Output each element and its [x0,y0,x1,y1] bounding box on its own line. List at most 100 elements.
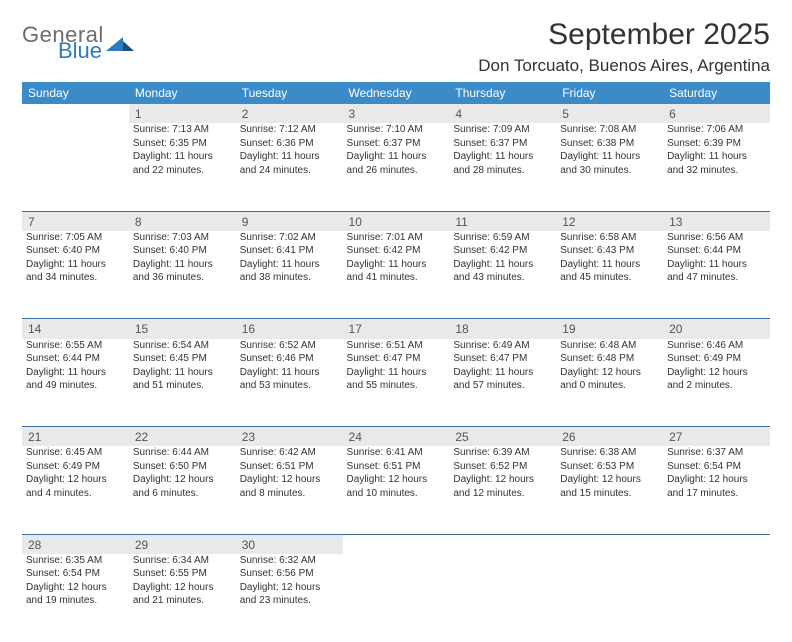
daylight-line: Daylight: 11 hours and 36 minutes. [133,258,232,285]
daylight-line: Daylight: 11 hours and 55 minutes. [347,366,446,393]
sunrise-line: Sunrise: 6:48 AM [560,339,659,353]
day-content-row: Sunrise: 6:45 AMSunset: 6:49 PMDaylight:… [22,446,770,534]
daylight-line: Daylight: 12 hours and 6 minutes. [133,473,232,500]
logo-triangle-icon [106,33,134,53]
daylight-line: Daylight: 12 hours and 10 minutes. [347,473,446,500]
sunrise-line: Sunrise: 6:49 AM [453,339,552,353]
sunset-line: Sunset: 6:40 PM [26,244,125,258]
day-number-cell: 24 [343,427,450,447]
day-number-cell: 20 [663,319,770,339]
daylight-line: Daylight: 11 hours and 41 minutes. [347,258,446,285]
sunrise-line: Sunrise: 6:42 AM [240,446,339,460]
sunset-line: Sunset: 6:49 PM [667,352,766,366]
day-content-cell: Sunrise: 6:44 AMSunset: 6:50 PMDaylight:… [129,446,236,534]
day-content-cell: Sunrise: 6:55 AMSunset: 6:44 PMDaylight:… [22,339,129,427]
day-number-cell: 17 [343,319,450,339]
sunset-line: Sunset: 6:37 PM [453,137,552,151]
sunset-line: Sunset: 6:43 PM [560,244,659,258]
sunrise-line: Sunrise: 6:35 AM [26,554,125,568]
day-number-row: 14151617181920 [22,319,770,339]
day-content-cell [663,554,770,642]
daylight-line: Daylight: 12 hours and 4 minutes. [26,473,125,500]
daylight-line: Daylight: 11 hours and 28 minutes. [453,150,552,177]
day-number-cell: 5 [556,104,663,123]
day-content-cell: Sunrise: 6:54 AMSunset: 6:45 PMDaylight:… [129,339,236,427]
sunrise-line: Sunrise: 7:03 AM [133,231,232,245]
day-number-cell: 3 [343,104,450,123]
day-number-cell: 28 [22,534,129,554]
day-content-cell [22,123,129,211]
daylight-line: Daylight: 11 hours and 30 minutes. [560,150,659,177]
sunset-line: Sunset: 6:40 PM [133,244,232,258]
sunset-line: Sunset: 6:47 PM [347,352,446,366]
day-number-cell: 23 [236,427,343,447]
daylight-line: Daylight: 11 hours and 53 minutes. [240,366,339,393]
sunrise-line: Sunrise: 7:09 AM [453,123,552,137]
day-number-cell: 13 [663,211,770,231]
weekday-header: Friday [556,82,663,104]
day-number-cell: 10 [343,211,450,231]
daylight-line: Daylight: 11 hours and 32 minutes. [667,150,766,177]
sunset-line: Sunset: 6:37 PM [347,137,446,151]
sunset-line: Sunset: 6:51 PM [347,460,446,474]
day-number-cell: 29 [129,534,236,554]
daylight-line: Daylight: 12 hours and 12 minutes. [453,473,552,500]
sunrise-line: Sunrise: 7:05 AM [26,231,125,245]
sunrise-line: Sunrise: 6:51 AM [347,339,446,353]
weekday-header: Saturday [663,82,770,104]
day-number-cell: 15 [129,319,236,339]
day-number-cell: 30 [236,534,343,554]
sunset-line: Sunset: 6:54 PM [667,460,766,474]
day-content-cell: Sunrise: 7:13 AMSunset: 6:35 PMDaylight:… [129,123,236,211]
day-content-cell: Sunrise: 7:01 AMSunset: 6:42 PMDaylight:… [343,231,450,319]
day-number-cell [556,534,663,554]
daylight-line: Daylight: 11 hours and 26 minutes. [347,150,446,177]
sunset-line: Sunset: 6:38 PM [560,137,659,151]
title-block: September 2025 Don Torcuato, Buenos Aire… [478,18,770,76]
sunset-line: Sunset: 6:49 PM [26,460,125,474]
day-number-cell: 9 [236,211,343,231]
sunset-line: Sunset: 6:41 PM [240,244,339,258]
sunrise-line: Sunrise: 6:34 AM [133,554,232,568]
sunrise-line: Sunrise: 6:41 AM [347,446,446,460]
weekday-header: Thursday [449,82,556,104]
day-content-cell: Sunrise: 6:46 AMSunset: 6:49 PMDaylight:… [663,339,770,427]
sunset-line: Sunset: 6:45 PM [133,352,232,366]
day-number-cell: 8 [129,211,236,231]
daylight-line: Daylight: 12 hours and 0 minutes. [560,366,659,393]
day-content-cell [449,554,556,642]
sunrise-line: Sunrise: 7:01 AM [347,231,446,245]
day-content-cell: Sunrise: 6:52 AMSunset: 6:46 PMDaylight:… [236,339,343,427]
sunrise-line: Sunrise: 7:12 AM [240,123,339,137]
day-content-cell: Sunrise: 7:03 AMSunset: 6:40 PMDaylight:… [129,231,236,319]
sunset-line: Sunset: 6:52 PM [453,460,552,474]
day-content-cell: Sunrise: 7:08 AMSunset: 6:38 PMDaylight:… [556,123,663,211]
weekday-header: Wednesday [343,82,450,104]
daylight-line: Daylight: 12 hours and 19 minutes. [26,581,125,608]
weekday-header-row: Sunday Monday Tuesday Wednesday Thursday… [22,82,770,104]
day-content-cell: Sunrise: 6:38 AMSunset: 6:53 PMDaylight:… [556,446,663,534]
sunrise-line: Sunrise: 6:59 AM [453,231,552,245]
sunrise-line: Sunrise: 6:39 AM [453,446,552,460]
day-content-cell: Sunrise: 6:32 AMSunset: 6:56 PMDaylight:… [236,554,343,642]
sunset-line: Sunset: 6:51 PM [240,460,339,474]
day-content-cell: Sunrise: 7:05 AMSunset: 6:40 PMDaylight:… [22,231,129,319]
day-number-cell: 22 [129,427,236,447]
day-number-cell: 6 [663,104,770,123]
sunrise-line: Sunrise: 6:37 AM [667,446,766,460]
sunrise-line: Sunrise: 6:46 AM [667,339,766,353]
day-content-cell: Sunrise: 7:12 AMSunset: 6:36 PMDaylight:… [236,123,343,211]
calendar-body: 123456Sunrise: 7:13 AMSunset: 6:35 PMDay… [22,104,770,642]
day-content-cell: Sunrise: 6:49 AMSunset: 6:47 PMDaylight:… [449,339,556,427]
day-content-cell: Sunrise: 7:09 AMSunset: 6:37 PMDaylight:… [449,123,556,211]
sunrise-line: Sunrise: 7:08 AM [560,123,659,137]
day-content-cell: Sunrise: 7:02 AMSunset: 6:41 PMDaylight:… [236,231,343,319]
weekday-header: Tuesday [236,82,343,104]
day-content-cell: Sunrise: 6:51 AMSunset: 6:47 PMDaylight:… [343,339,450,427]
day-content-cell: Sunrise: 6:39 AMSunset: 6:52 PMDaylight:… [449,446,556,534]
day-number-cell [343,534,450,554]
day-content-cell [343,554,450,642]
daylight-line: Daylight: 11 hours and 38 minutes. [240,258,339,285]
daylight-line: Daylight: 11 hours and 45 minutes. [560,258,659,285]
daylight-line: Daylight: 11 hours and 47 minutes. [667,258,766,285]
